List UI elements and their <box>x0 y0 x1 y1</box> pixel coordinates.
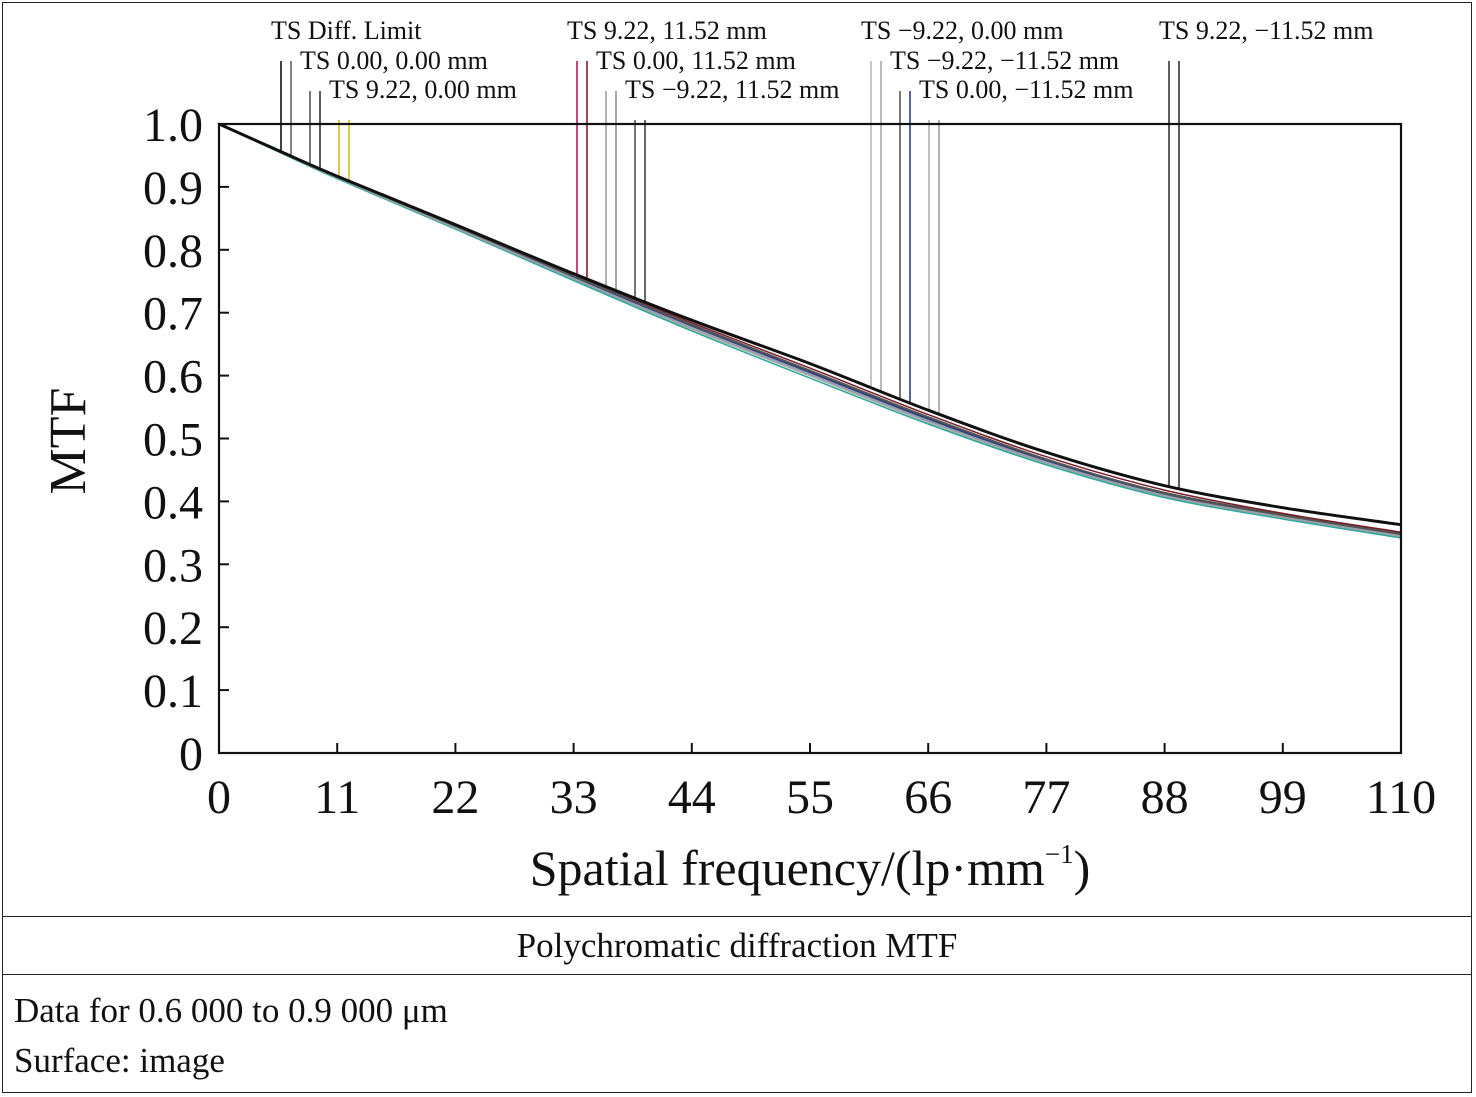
y-tick-label: 0.2 <box>143 602 203 655</box>
surface-text: Surface: image <box>14 1041 225 1080</box>
footer-divider-bottom <box>3 974 1471 975</box>
y-tick-label: 0.7 <box>143 288 203 341</box>
y-tick-label: 0.4 <box>143 476 203 529</box>
y-tick-label: 0.8 <box>143 225 203 278</box>
legend-label: TS 0.00, −11.52 mm <box>919 75 1134 104</box>
legend-label: TS −9.22, 0.00 mm <box>861 16 1063 45</box>
y-tick-label: 0.5 <box>143 414 203 467</box>
x-tick-label: 33 <box>550 771 598 824</box>
x-tick-label: 99 <box>1259 771 1307 824</box>
y-tick-label: 0 <box>179 728 203 781</box>
series-lines <box>218 122 1402 539</box>
legend-label: TS 0.00, 0.00 mm <box>300 46 488 75</box>
x-tick-label: 44 <box>668 771 716 824</box>
x-tick-label: 88 <box>1141 771 1189 824</box>
x-tick-label: 11 <box>314 771 360 824</box>
x-tick-label: 22 <box>431 771 479 824</box>
x-tick-label: 0 <box>207 771 231 824</box>
series-line-7 <box>218 123 1402 535</box>
y-tick-label: 0.3 <box>143 539 203 592</box>
series-line-2 <box>218 123 1402 537</box>
legend-label: TS 9.22, 0.00 mm <box>329 75 517 104</box>
x-tick-label: 66 <box>904 771 952 824</box>
series-line-6 <box>218 123 1402 538</box>
y-axis-label: MTF <box>40 388 97 495</box>
data-range-text: Data for 0.6 000 to 0.9 000 μm <box>14 991 448 1030</box>
footer-title: Polychromatic diffraction MTF <box>516 926 958 965</box>
legend-label: TS −9.22, −11.52 mm <box>890 46 1119 75</box>
legend-label: TS 9.22, −11.52 mm <box>1159 16 1374 45</box>
legend-label: TS Diff. Limit <box>271 16 422 45</box>
legend-label: TS 0.00, 11.52 mm <box>596 46 796 75</box>
series-line-8 <box>218 123 1402 537</box>
series-line-4 <box>218 123 1402 536</box>
series-line-3 <box>218 123 1402 533</box>
y-tick-label: 0.9 <box>143 162 203 215</box>
series-line-9 <box>218 123 1402 535</box>
series-line-0 <box>218 122 1402 527</box>
y-tick-label: 1.0 <box>143 99 203 152</box>
footer-info: Data for 0.6 000 to 0.9 000 μm Surface: … <box>14 986 448 1086</box>
series-line-1 <box>218 123 1402 536</box>
y-tick-label: 0.6 <box>143 351 203 404</box>
x-tick-label: 110 <box>1366 771 1436 824</box>
axes: 00.10.20.30.40.50.60.70.80.91.00 11 22 33 44… <box>143 99 1436 824</box>
legend-label: TS −9.22, 11.52 mm <box>625 75 840 104</box>
y-tick-label: 0.1 <box>143 665 203 718</box>
legend-label: TS 9.22, 11.52 mm <box>567 16 767 45</box>
x-tick-label: 77 <box>1022 771 1070 824</box>
plot-area-border <box>217 122 1403 755</box>
x-axis-label: Spatial frequency/(lp·mm−1) <box>530 839 1091 896</box>
series-line-5 <box>218 123 1402 539</box>
x-tick-label: 55 <box>786 771 834 824</box>
footer-divider-top <box>3 916 1471 917</box>
